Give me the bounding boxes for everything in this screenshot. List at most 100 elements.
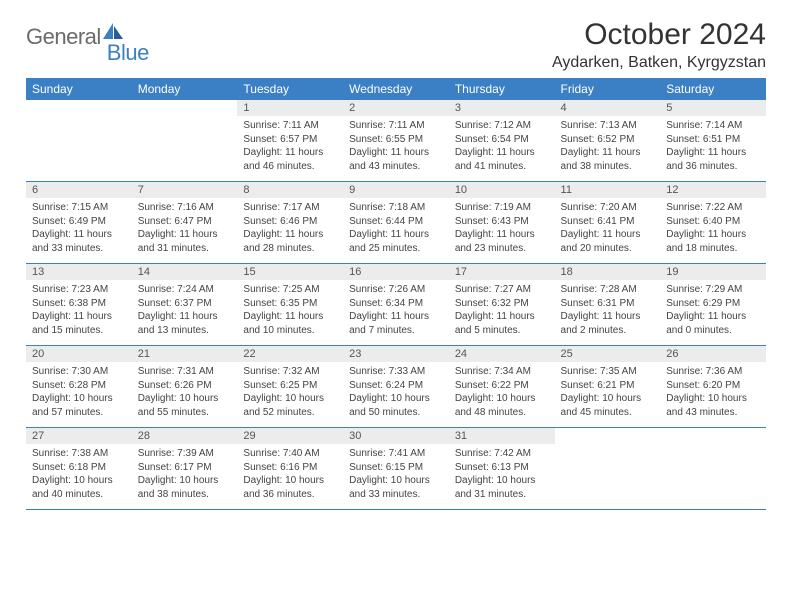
sunrise-line: Sunrise: 7:31 AM <box>138 365 232 379</box>
day-number-cell: 16 <box>343 264 449 281</box>
day-detail-cell: Sunrise: 7:41 AMSunset: 6:15 PMDaylight:… <box>343 444 449 510</box>
day-number-cell: 18 <box>555 264 661 281</box>
day-detail-cell: Sunrise: 7:35 AMSunset: 6:21 PMDaylight:… <box>555 362 661 428</box>
day-detail-cell: Sunrise: 7:40 AMSunset: 6:16 PMDaylight:… <box>237 444 343 510</box>
day-header: Friday <box>555 78 661 100</box>
day-detail-cell: Sunrise: 7:42 AMSunset: 6:13 PMDaylight:… <box>449 444 555 510</box>
sunrise-line: Sunrise: 7:38 AM <box>32 447 126 461</box>
detail-row: Sunrise: 7:38 AMSunset: 6:18 PM Daylight:… <box>26 444 766 510</box>
sunrise-line: Sunrise: 7:42 AM <box>455 447 549 461</box>
day-number-cell: 28 <box>132 428 238 445</box>
day-detail-cell: Sunrise: 7:11 AMSunset: 6:55 PMDaylight:… <box>343 116 449 182</box>
calendar-body: 12345Sunrise: 7:11 AMSunset: 6:57 PMDayl… <box>26 100 766 510</box>
logo-text-blue: Blue <box>107 40 149 66</box>
month-title: October 2024 <box>552 18 766 52</box>
day-number-cell <box>26 100 132 116</box>
daylight-line: Daylight: 11 hours and 25 minutes. <box>349 228 443 255</box>
sunset-line: Sunset: 6:47 PM <box>138 215 232 229</box>
sunrise-line: Sunrise: 7:20 AM <box>561 201 655 215</box>
daylight-line: Daylight: 10 hours and 31 minutes. <box>455 474 549 501</box>
sunset-line: Sunset: 6:21 PM <box>561 379 655 393</box>
day-detail-cell: Sunrise: 7:14 AMSunset: 6:51 PMDaylight:… <box>660 116 766 182</box>
day-detail-cell: Sunrise: 7:27 AMSunset: 6:32 PMDaylight:… <box>449 280 555 346</box>
day-number-cell: 15 <box>237 264 343 281</box>
daylight-line: Daylight: 11 hours and 0 minutes. <box>666 310 760 337</box>
day-number-cell: 21 <box>132 346 238 363</box>
daylight-line: Daylight: 10 hours and 45 minutes. <box>561 392 655 419</box>
sunset-line: Sunset: 6:38 PM <box>32 297 126 311</box>
detail-row: Sunrise: 7:15 AMSunset: 6:49 PMDaylight:… <box>26 198 766 264</box>
daynum-row: 20212223242526 <box>26 346 766 363</box>
sunset-line: Sunset: 6:29 PM <box>666 297 760 311</box>
sunset-line: Sunset: 6:40 PM <box>666 215 760 229</box>
day-number-cell: 25 <box>555 346 661 363</box>
day-number-cell: 27 <box>26 428 132 445</box>
day-detail-cell: Sunrise: 7:24 AMSunset: 6:37 PMDaylight:… <box>132 280 238 346</box>
sunset-line: Sunset: 6:54 PM <box>455 133 549 147</box>
sunset-line: Sunset: 6:41 PM <box>561 215 655 229</box>
day-number-cell <box>132 100 238 116</box>
logo-text-general: General <box>26 24 101 50</box>
sail-icon <box>103 23 123 39</box>
daylight-line: Daylight: 11 hours and 33 minutes. <box>32 228 126 255</box>
daylight-line: Daylight: 10 hours and 48 minutes. <box>455 392 549 419</box>
sunrise-line: Sunrise: 7:19 AM <box>455 201 549 215</box>
sunset-line: Sunset: 6:52 PM <box>561 133 655 147</box>
day-detail-cell: Sunrise: 7:23 AMSunset: 6:38 PMDaylight:… <box>26 280 132 346</box>
sunrise-line: Sunrise: 7:17 AM <box>243 201 337 215</box>
day-detail-cell: Sunrise: 7:32 AMSunset: 6:25 PMDaylight:… <box>237 362 343 428</box>
sunrise-line: Sunrise: 7:35 AM <box>561 365 655 379</box>
sunset-line: Sunset: 6:16 PM <box>243 461 337 475</box>
day-detail-cell <box>26 116 132 182</box>
sunrise-line: Sunrise: 7:22 AM <box>666 201 760 215</box>
daylight-line: Daylight: 10 hours and 38 minutes. <box>138 474 232 501</box>
logo: General Blue <box>26 18 149 50</box>
day-number-cell: 22 <box>237 346 343 363</box>
sunrise-line: Sunrise: 7:34 AM <box>455 365 549 379</box>
day-number-cell: 2 <box>343 100 449 116</box>
sunset-line: Sunset: 6:25 PM <box>243 379 337 393</box>
sunrise-line: Sunrise: 7:26 AM <box>349 283 443 297</box>
location: Aydarken, Batken, Kyrgyzstan <box>552 54 766 72</box>
day-number-cell: 11 <box>555 182 661 199</box>
day-number-cell: 13 <box>26 264 132 281</box>
sunrise-line: Sunrise: 7:18 AM <box>349 201 443 215</box>
day-number-cell: 20 <box>26 346 132 363</box>
daylight-line: Daylight: 10 hours and 52 minutes. <box>243 392 337 419</box>
sunrise-line: Sunrise: 7:41 AM <box>349 447 443 461</box>
day-detail-cell <box>555 444 661 510</box>
daylight-line: Daylight: 10 hours and 43 minutes. <box>666 392 760 419</box>
day-detail-cell: Sunrise: 7:36 AMSunset: 6:20 PMDaylight:… <box>660 362 766 428</box>
sunrise-line: Sunrise: 7:11 AM <box>349 119 443 133</box>
sunrise-line: Sunrise: 7:23 AM <box>32 283 126 297</box>
detail-row: Sunrise: 7:23 AMSunset: 6:38 PM Daylight:… <box>26 280 766 346</box>
day-number-cell: 5 <box>660 100 766 116</box>
day-number-cell: 30 <box>343 428 449 445</box>
daylight-line: Daylight: 11 hours and 18 minutes. <box>666 228 760 255</box>
calendar-page: General Blue October 2024 Aydarken, Batk… <box>0 0 792 528</box>
daylight-line: Daylight: 11 hours and 38 minutes. <box>561 146 655 173</box>
sunset-line: Sunset: 6:18 PM <box>32 461 126 475</box>
day-header: Sunday <box>26 78 132 100</box>
day-detail-cell <box>660 444 766 510</box>
day-detail-cell: Sunrise: 7:15 AMSunset: 6:49 PMDaylight:… <box>26 198 132 264</box>
calendar-thead: Sunday Monday Tuesday Wednesday Thursday… <box>26 78 766 100</box>
day-detail-cell: Sunrise: 7:31 AMSunset: 6:26 PMDaylight:… <box>132 362 238 428</box>
daylight-line: Daylight: 11 hours and 43 minutes. <box>349 146 443 173</box>
day-number-cell: 3 <box>449 100 555 116</box>
day-header-row: Sunday Monday Tuesday Wednesday Thursday… <box>26 78 766 100</box>
sunrise-line: Sunrise: 7:28 AM <box>561 283 655 297</box>
day-detail-cell: Sunrise: 7:28 AMSunset: 6:31 PMDaylight:… <box>555 280 661 346</box>
day-detail-cell: Sunrise: 7:26 AMSunset: 6:34 PMDaylight:… <box>343 280 449 346</box>
day-detail-cell: Sunrise: 7:25 AMSunset: 6:35 PMDaylight:… <box>237 280 343 346</box>
day-number-cell: 4 <box>555 100 661 116</box>
sunrise-line: Sunrise: 7:40 AM <box>243 447 337 461</box>
sunset-line: Sunset: 6:43 PM <box>455 215 549 229</box>
sunset-line: Sunset: 6:51 PM <box>666 133 760 147</box>
day-detail-cell: Sunrise: 7:39 AMSunset: 6:17 PMDaylight:… <box>132 444 238 510</box>
sunset-line: Sunset: 6:26 PM <box>138 379 232 393</box>
day-number-cell: 9 <box>343 182 449 199</box>
day-number-cell: 24 <box>449 346 555 363</box>
sunset-line: Sunset: 6:34 PM <box>349 297 443 311</box>
sunrise-line: Sunrise: 7:11 AM <box>243 119 337 133</box>
